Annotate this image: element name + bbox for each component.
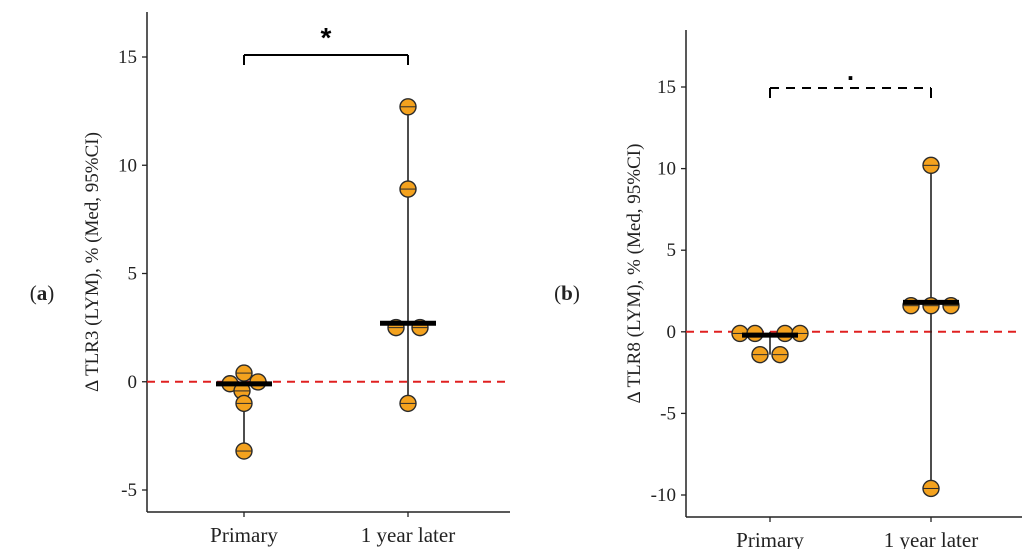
y-tick-label: -10 <box>651 485 676 506</box>
y-tick-label: -5 <box>660 403 676 424</box>
y-tick-label: 5 <box>667 240 677 261</box>
y-axis-title: Δ TLR3 (LYM), % (Med, 95%CI) <box>82 132 103 392</box>
y-tick-label: 10 <box>118 155 137 176</box>
panel-label: (b) <box>554 281 580 305</box>
x-tick-label: Primary <box>736 528 804 549</box>
y-tick-label: 15 <box>118 47 137 68</box>
y-tick-label: 0 <box>667 322 677 343</box>
y-tick-label: -5 <box>121 480 137 501</box>
significance-label: . <box>847 56 854 86</box>
y-tick-label: 0 <box>128 372 138 393</box>
y-tick-label: 15 <box>657 77 676 98</box>
y-tick-label: 10 <box>657 159 676 180</box>
panel-b: (b) -10 -5 0 5 10 15 Δ TLR8 (LYM), % (Med, 95%C… <box>554 30 1022 549</box>
significance-label: * <box>321 22 332 53</box>
panel-label: (a) <box>30 281 55 305</box>
y-tick-label: 5 <box>128 264 138 285</box>
y-axis-title: Δ TLR8 (LYM), % (Med, 95%CI) <box>624 144 645 404</box>
panel-a: (a) -5 0 5 10 15 Δ TLR3 (LYM), % (Med, 95%CI) P… <box>30 12 510 547</box>
x-tick-label: Primary <box>210 523 278 547</box>
x-tick-label: 1 year later <box>884 528 978 549</box>
x-tick-label: 1 year later <box>361 523 455 547</box>
